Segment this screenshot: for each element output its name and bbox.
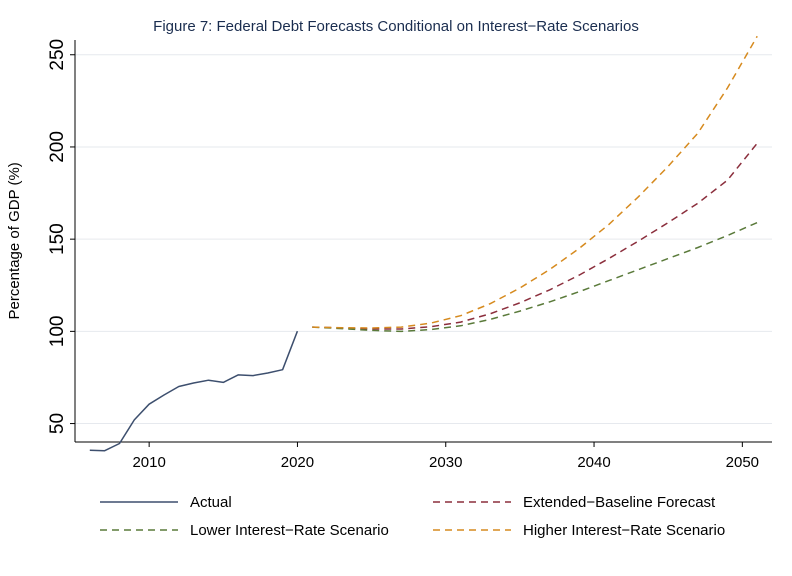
series-line-1	[89, 330, 299, 452]
series-line-2	[312, 142, 758, 330]
legend-label-1: Actual	[190, 494, 232, 511]
axes: 50 100 150 200 250 2010 2020 2030 2040 2050	[47, 39, 772, 471]
legend-label-3: Lower Interest−Rate Scenario	[190, 522, 389, 539]
y-axis-label: Percentage of GDP (%)	[6, 162, 23, 320]
series-lines	[89, 35, 758, 452]
legend: Actual Extended−Baseline Forecast Lower In…	[100, 494, 725, 539]
legend-label-4: Higher Interest−Rate Scenario	[523, 522, 725, 539]
x-tick-label: 2030	[429, 454, 462, 471]
x-tick-label: 2010	[132, 454, 165, 471]
x-tick-label: 2050	[726, 454, 759, 471]
y-tick-label: 200	[47, 131, 68, 163]
grid-lines	[75, 54, 772, 425]
y-tick-label: 250	[47, 39, 68, 71]
y-tick-label: 150	[47, 223, 68, 255]
chart-title: Figure 7: Federal Debt Forecasts Conditi…	[153, 18, 639, 35]
y-tick-label: 100	[47, 316, 68, 348]
x-tick-label: 2020	[281, 454, 314, 471]
x-tick-label: 2040	[577, 454, 610, 471]
y-tick-label: 50	[47, 413, 68, 434]
series-line-4	[312, 35, 758, 329]
legend-label-2: Extended−Baseline Forecast	[523, 494, 716, 511]
series-line-3	[312, 221, 758, 333]
